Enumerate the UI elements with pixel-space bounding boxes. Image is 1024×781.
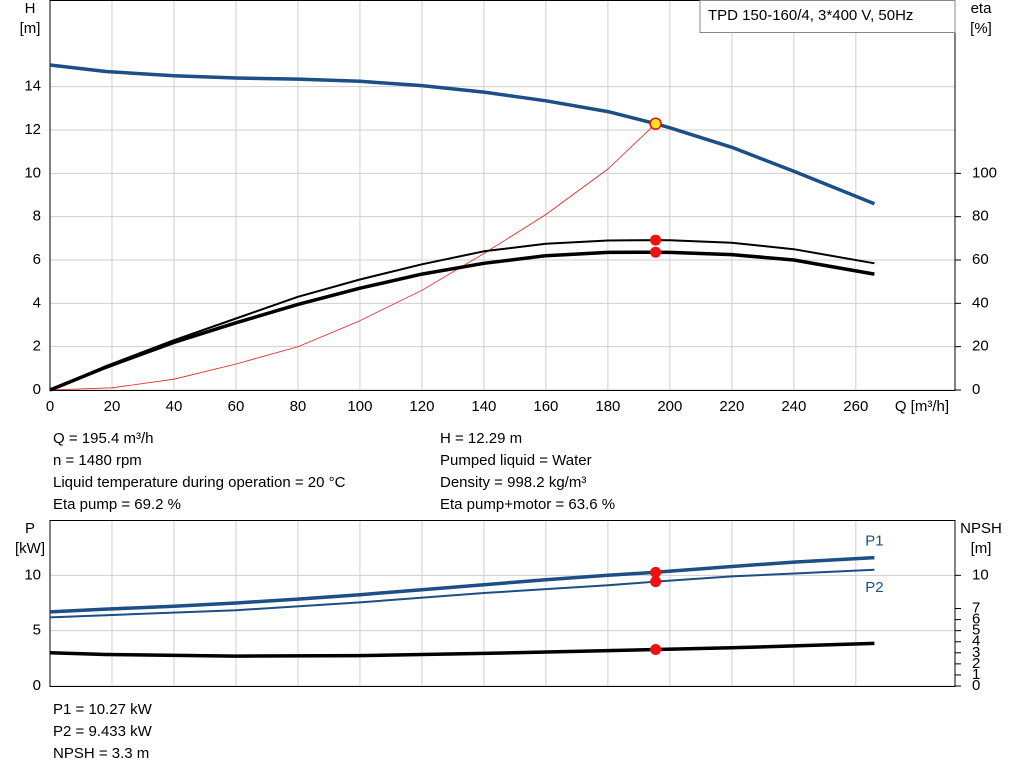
y2-tick-label: 80 xyxy=(972,208,989,225)
info-text: Liquid temperature during operation = 20… xyxy=(53,474,346,491)
y2-tick-label: 3 xyxy=(972,644,980,661)
info-text: Q = 195.4 m³/h xyxy=(53,430,153,447)
operating-point xyxy=(649,117,662,130)
series-line xyxy=(49,239,875,391)
y-tick-label: 5 xyxy=(33,622,41,639)
plot-frame xyxy=(49,0,956,391)
x-tick-label: 200 xyxy=(657,398,682,415)
info-text: Eta pump+motor = 63.6 % xyxy=(440,496,615,513)
series-line xyxy=(49,641,875,658)
operating-point xyxy=(650,246,662,258)
y2-tick-label: 60 xyxy=(972,251,989,268)
x-tick-label: 180 xyxy=(595,398,620,415)
series-line xyxy=(49,123,656,391)
info-text: n = 1480 rpm xyxy=(53,452,142,469)
x-tick-label: 80 xyxy=(290,398,307,415)
x-axis-label: Q [m³/h] xyxy=(895,398,949,415)
y2-tick-label: 1 xyxy=(972,666,980,683)
y-tick-label: 0 xyxy=(33,677,41,694)
info-text: Density = 998.2 kg/m³ xyxy=(440,474,586,491)
x-tick-label: 100 xyxy=(347,398,372,415)
x-tick-label: 240 xyxy=(781,398,806,415)
y2-tick-label: 0 xyxy=(972,677,980,694)
y-tick-label: 10 xyxy=(24,164,41,181)
info-text: P2 = 9.433 kW xyxy=(53,723,153,740)
info-text: Pumped liquid = Water xyxy=(440,452,592,469)
x-tick-label: 220 xyxy=(719,398,744,415)
legend-label: P1 xyxy=(865,533,883,550)
y-tick-label: 10 xyxy=(24,566,41,583)
y2-axis-label: NPSH xyxy=(960,520,1002,537)
info-text: P1 = 10.27 kW xyxy=(53,701,153,718)
y-axis-label: [kW] xyxy=(15,540,45,557)
series-line xyxy=(49,250,875,392)
y-tick-label: 0 xyxy=(33,381,41,398)
y2-tick-label: 10 xyxy=(972,566,989,583)
legend-label: P2 xyxy=(865,579,883,596)
y-tick-label: 4 xyxy=(33,294,41,311)
info-text: Eta pump = 69.2 % xyxy=(53,496,181,513)
x-tick-label: 40 xyxy=(166,398,183,415)
y-axis-label: H xyxy=(25,0,36,17)
operating-point xyxy=(650,566,662,578)
y2-tick-label: 20 xyxy=(972,338,989,355)
x-tick-label: 160 xyxy=(533,398,558,415)
y-tick-label: 12 xyxy=(24,121,41,138)
y2-tick-label: 40 xyxy=(972,294,989,311)
y2-tick-label: 7 xyxy=(972,600,980,617)
x-tick-label: 140 xyxy=(471,398,496,415)
y-axis-label: [m] xyxy=(20,20,41,37)
y-axis-label: P xyxy=(25,520,35,537)
x-tick-label: 20 xyxy=(104,398,121,415)
y2-tick-label: 2 xyxy=(972,655,980,672)
operating-point xyxy=(650,576,662,588)
y2-tick-label: 0 xyxy=(972,381,980,398)
y2-axis-label: [m] xyxy=(971,540,992,557)
x-tick-label: 60 xyxy=(228,398,245,415)
operating-point xyxy=(650,643,662,655)
info-text: NPSH = 3.3 m xyxy=(53,745,149,762)
y2-axis-label: eta xyxy=(971,0,993,17)
x-tick-label: 260 xyxy=(843,398,868,415)
series-line xyxy=(49,568,875,619)
y2-tick-label: 100 xyxy=(972,164,997,181)
plot-frame xyxy=(49,520,956,687)
y2-tick-label: 4 xyxy=(972,633,980,650)
operating-point xyxy=(650,234,662,246)
x-tick-label: 120 xyxy=(409,398,434,415)
x-tick-label: 0 xyxy=(46,398,54,415)
y-tick-label: 14 xyxy=(24,78,41,95)
y-tick-label: 2 xyxy=(33,338,41,355)
y2-axis-label: [%] xyxy=(970,20,992,37)
y-tick-label: 6 xyxy=(33,251,41,268)
chart-title: TPD 150-160/4, 3*400 V, 50Hz xyxy=(708,7,913,24)
y-tick-label: 8 xyxy=(33,208,41,225)
series-line xyxy=(49,555,875,614)
series-line xyxy=(49,63,876,206)
title-box xyxy=(699,0,956,33)
y2-tick-label: 5 xyxy=(972,622,980,639)
info-text: H = 12.29 m xyxy=(440,430,522,447)
y2-tick-label: 6 xyxy=(972,611,980,628)
